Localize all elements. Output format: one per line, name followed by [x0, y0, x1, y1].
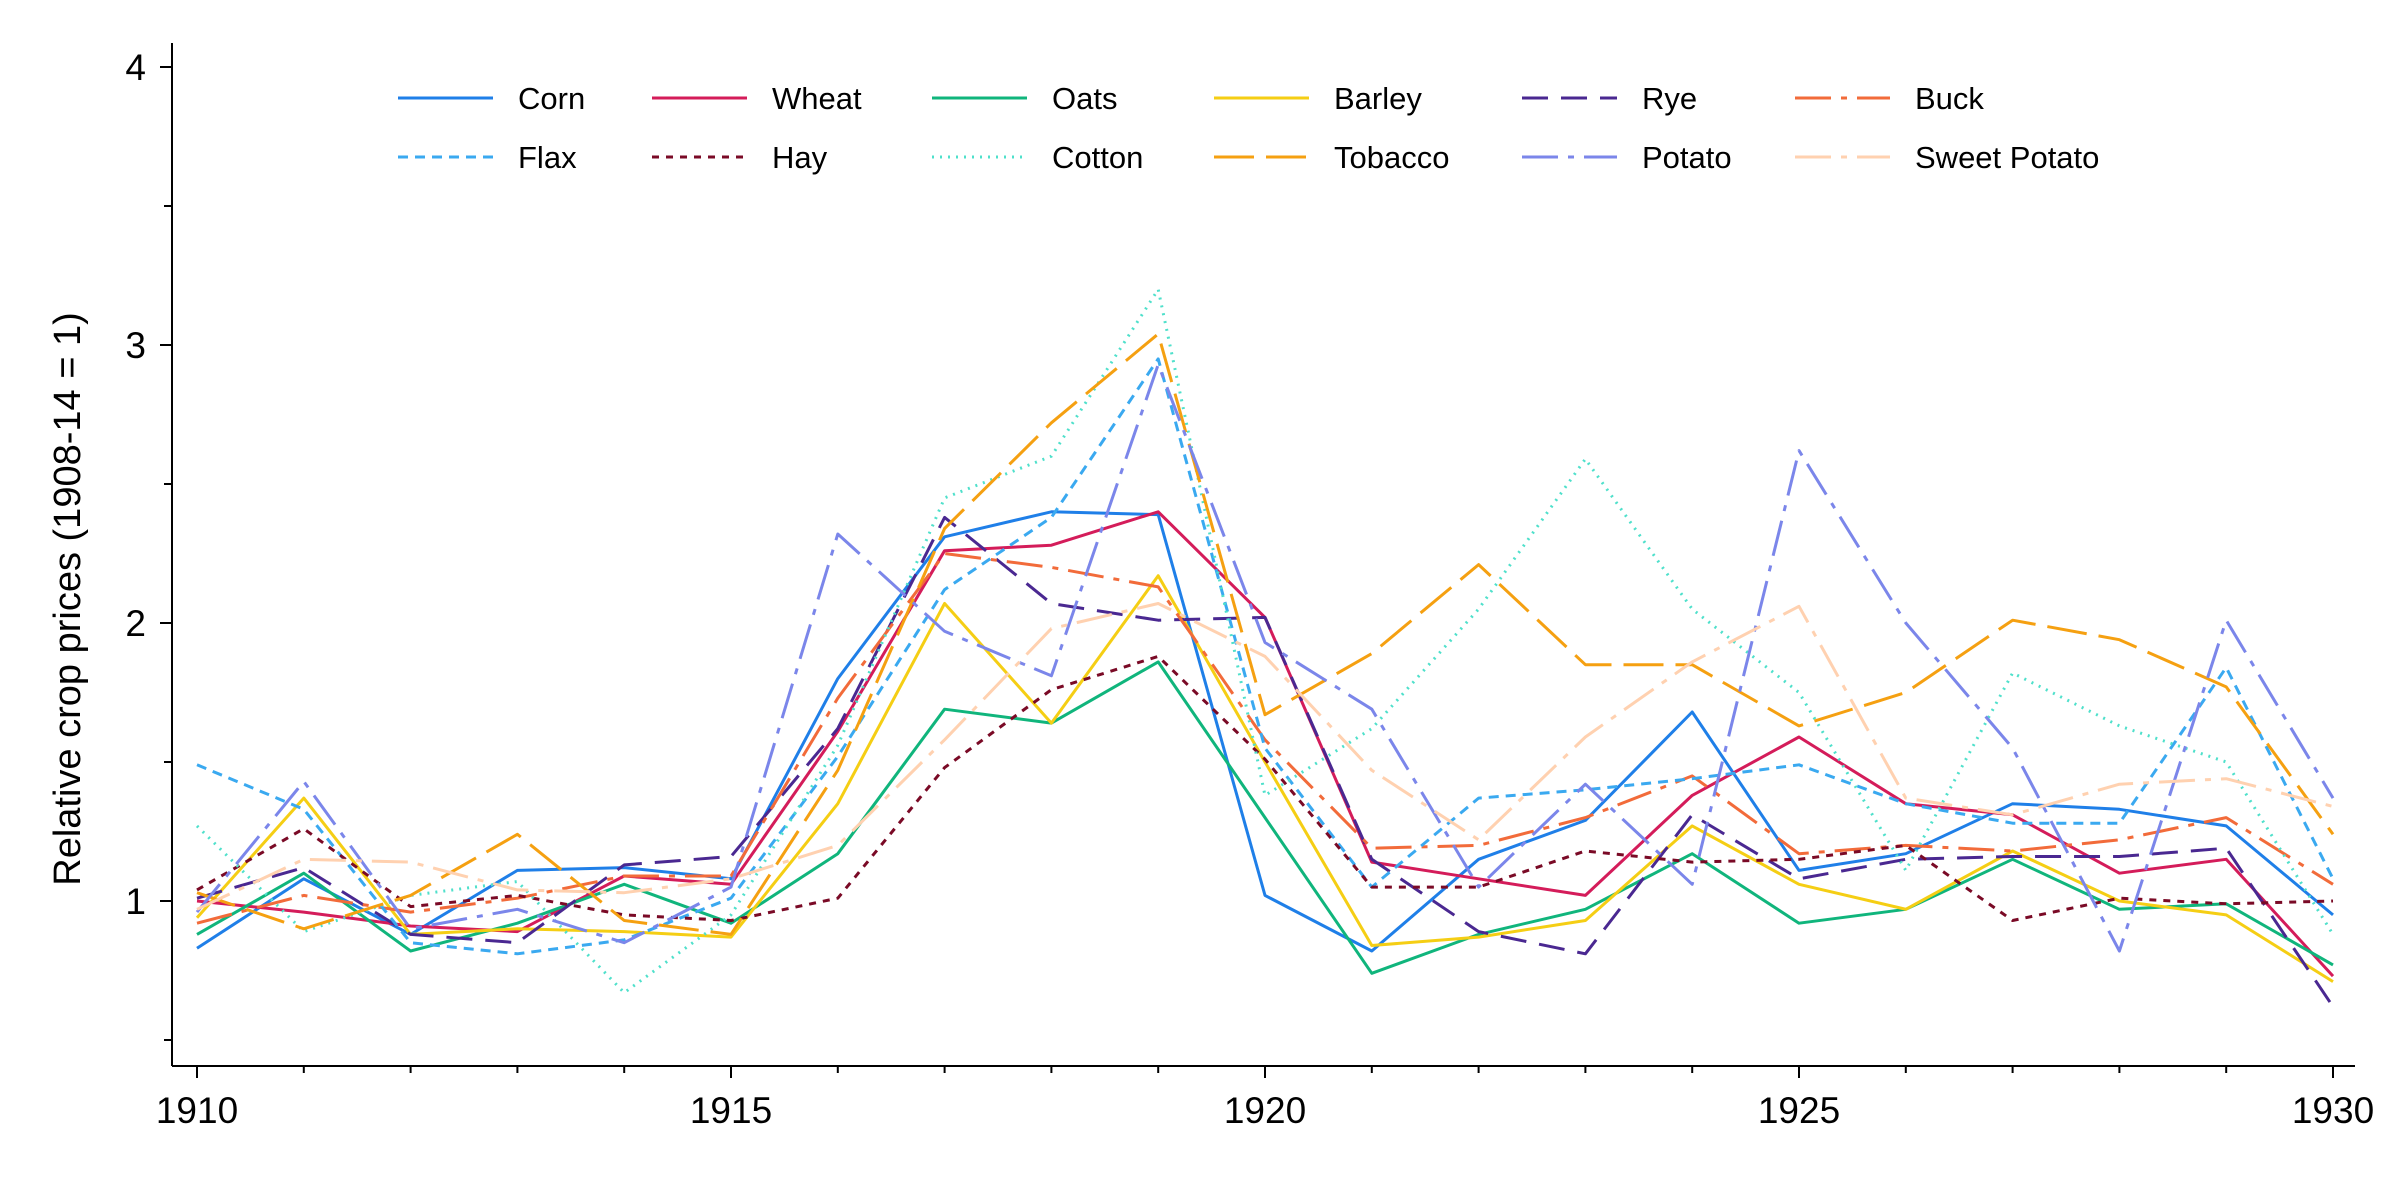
- legend-label: Barley: [1334, 81, 1422, 116]
- x-tick-label: 1930: [2292, 1090, 2374, 1131]
- y-tick-label: 2: [125, 603, 146, 644]
- y-tick-label: 1: [125, 881, 146, 922]
- legend-label: Sweet Potato: [1915, 140, 2099, 175]
- series-line-buck: [196, 552, 2334, 925]
- y-tick-label: 3: [125, 325, 146, 366]
- legend-label: Wheat: [772, 81, 862, 116]
- series-line-tobacco: [196, 332, 2335, 936]
- series-line-rye: [196, 515, 2335, 1008]
- series-line-corn: [196, 510, 2334, 953]
- y-ticks: 1 2 3 4: [125, 47, 172, 1041]
- series-line-barley: [195, 574, 2334, 983]
- x-tick-label: 1920: [1224, 1090, 1306, 1131]
- legend-label: Tobacco: [1334, 140, 1449, 175]
- legend-label: Cotton: [1052, 140, 1143, 175]
- series-line-cotton: [195, 287, 2335, 995]
- legend-label: Oats: [1052, 81, 1117, 116]
- x-tick-label: 1925: [1758, 1090, 1840, 1131]
- y-tick-label: 4: [125, 47, 146, 88]
- series-line-flax: [196, 357, 2335, 956]
- series-lines: [195, 287, 2335, 1008]
- x-tick-label: 1915: [690, 1090, 772, 1131]
- legend-label: Potato: [1642, 140, 1732, 175]
- series-line-sweet-potato: [196, 602, 2334, 911]
- legend-label: Hay: [772, 140, 828, 175]
- x-ticks: 1910 1915 1920 1925 1930: [156, 1066, 2374, 1131]
- legend-label: Rye: [1642, 81, 1697, 116]
- series-line-hay: [196, 654, 2334, 922]
- x-tick-label: 1910: [156, 1090, 238, 1131]
- legend: Corn Wheat Oats Barley Rye Buck Flax Hay Cotton T…: [398, 81, 2099, 175]
- legend-label: Corn: [518, 81, 585, 116]
- axes: [171, 43, 2355, 1067]
- series-line-potato: [195, 363, 2335, 953]
- series-line-oats: [196, 660, 2334, 975]
- y-axis-title: Relative crop prices (1908-14 = 1): [47, 312, 89, 885]
- legend-label: Buck: [1915, 81, 1984, 116]
- legend-label: Flax: [518, 140, 577, 175]
- series-line-wheat: [196, 510, 2335, 978]
